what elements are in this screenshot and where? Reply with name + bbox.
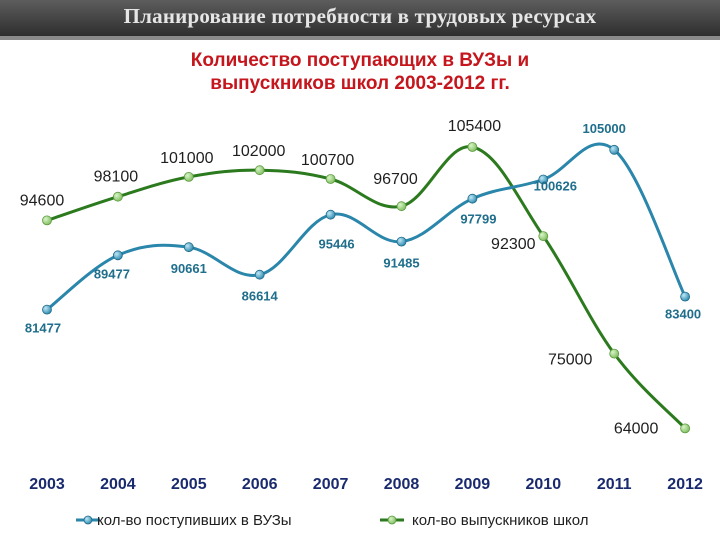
data-point xyxy=(254,165,265,176)
data-point xyxy=(113,250,123,261)
data-point xyxy=(680,423,690,434)
data-point xyxy=(396,236,407,247)
data-label: 94600 xyxy=(20,192,65,209)
chart-title: Количество поступающих в ВУЗы и выпускни… xyxy=(0,49,720,95)
data-label: 100626 xyxy=(534,179,577,194)
data-label: 102000 xyxy=(232,143,285,160)
data-point xyxy=(680,291,690,302)
legend-label: кол-во поступивших в ВУЗы xyxy=(97,512,292,529)
data-point xyxy=(42,215,52,226)
legend-swatch-marker xyxy=(83,515,93,525)
legend-label: кол-во выпускников школ xyxy=(412,512,588,529)
series-graduates xyxy=(42,142,690,434)
x-tick-label: 2009 xyxy=(455,476,491,493)
data-point xyxy=(396,201,407,212)
data-point xyxy=(467,142,478,152)
x-tick-label: 2003 xyxy=(29,476,65,493)
data-label: 101000 xyxy=(160,150,213,167)
x-tick-label: 2010 xyxy=(526,476,562,493)
series-students xyxy=(42,142,690,315)
data-point xyxy=(325,209,336,220)
x-tick-label: 2007 xyxy=(313,476,349,493)
data-label: 97799 xyxy=(460,212,496,227)
series-line xyxy=(46,142,687,311)
x-tick-label: 2011 xyxy=(597,476,632,493)
legend-item: кол-во поступивших в ВУЗы xyxy=(76,512,292,529)
data-point xyxy=(538,174,549,185)
data-label: 95446 xyxy=(319,237,355,252)
legend-item: кол-во выпускников школ xyxy=(380,512,588,529)
data-label: 96700 xyxy=(373,171,418,188)
chart-title-line-1: Количество поступающих в ВУЗы и xyxy=(190,50,530,71)
data-label: 98100 xyxy=(94,169,139,186)
data-point xyxy=(183,171,194,182)
x-tick-label: 2005 xyxy=(171,476,207,493)
header-bar xyxy=(0,0,720,36)
data-point xyxy=(325,174,336,184)
x-tick-label: 2004 xyxy=(100,476,136,493)
data-label: 91485 xyxy=(383,256,419,271)
header-divider xyxy=(0,36,720,40)
data-point xyxy=(609,144,620,155)
x-tick-label: 2008 xyxy=(384,476,420,493)
data-point xyxy=(538,231,549,242)
data-label: 92300 xyxy=(491,236,536,253)
page-title: Планирование потребности в трудовых ресу… xyxy=(123,4,597,28)
legend-swatch-marker xyxy=(387,515,397,525)
data-label: 90661 xyxy=(171,261,207,276)
data-point xyxy=(467,193,478,204)
data-label: 105000 xyxy=(583,121,626,136)
series-line xyxy=(46,145,687,430)
data-label: 105400 xyxy=(448,118,501,135)
data-label: 100700 xyxy=(301,152,354,169)
data-point xyxy=(42,304,52,315)
data-point xyxy=(254,269,265,280)
chart-title-line-2: выпускников школ 2003-2012 гг. xyxy=(210,73,510,94)
data-label: 64000 xyxy=(614,420,659,437)
data-label: 89477 xyxy=(94,266,130,281)
data-label: 81477 xyxy=(25,321,61,336)
x-tick-label: 2012 xyxy=(667,476,703,493)
data-point xyxy=(609,348,620,359)
data-label: 86614 xyxy=(242,289,279,304)
data-label: 75000 xyxy=(548,352,593,369)
data-label: 83400 xyxy=(665,307,701,322)
x-tick-label: 2006 xyxy=(242,476,278,493)
data-point xyxy=(113,191,123,202)
data-point xyxy=(183,242,194,253)
